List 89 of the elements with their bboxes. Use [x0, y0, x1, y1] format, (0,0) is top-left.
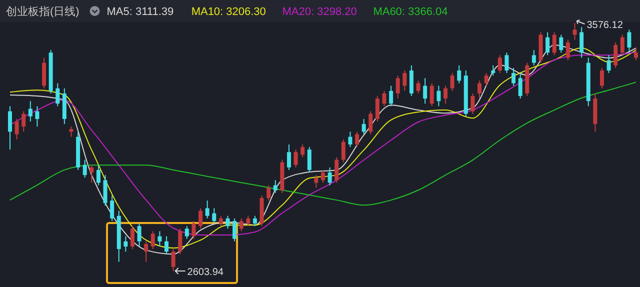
candlestick: [491, 64, 496, 76]
candlestick: [294, 149, 298, 168]
candlestick: [341, 138, 346, 163]
candlestick: [409, 64, 414, 96]
candlestick: [252, 215, 257, 227]
candlestick: [90, 164, 94, 184]
candlestick: [239, 218, 244, 232]
candlestick: [627, 29, 632, 54]
candlestick: [8, 106, 12, 150]
candlestick: [572, 22, 577, 40]
candlestick: [286, 144, 291, 170]
candlestick: [103, 174, 108, 206]
candlestick: [110, 194, 114, 222]
candlestick: [368, 110, 373, 135]
candlestick: [382, 90, 386, 107]
candlestick: [580, 26, 584, 58]
candlestick: [205, 200, 210, 219]
candlestick: [546, 32, 550, 56]
candlestick: [246, 215, 250, 227]
candlestick: [362, 118, 366, 135]
candlestick: [232, 218, 237, 242]
candlestick: [137, 223, 142, 247]
candlestick: [82, 159, 87, 178]
candlestick: [198, 208, 203, 230]
candlestick: [124, 236, 128, 252]
text: MA5: 3111.39: [106, 6, 174, 18]
candlestick: [96, 164, 100, 186]
text: MA60: 3366.04: [373, 6, 448, 18]
candlestick: [498, 54, 502, 74]
candlestick: [69, 126, 74, 138]
candlestick: [484, 72, 488, 86]
candlestick: [35, 106, 40, 128]
candlestick: [218, 215, 223, 227]
candlestick: [512, 67, 516, 86]
candlestick: [164, 236, 168, 255]
candlestick: [130, 226, 134, 250]
candlestick: [375, 95, 380, 122]
candlestick: [226, 215, 230, 230]
candlestick: [396, 75, 400, 100]
candlestick: [355, 131, 360, 148]
candlestick: [504, 52, 509, 74]
text: MA20: 3298.20: [282, 6, 357, 18]
candlestick: [28, 100, 32, 122]
candlestick: [634, 47, 638, 61]
annotation: 3576.12: [586, 20, 624, 31]
candlestick: [184, 226, 189, 240]
candlestick: [436, 85, 441, 107]
annotation: 2603.94: [187, 267, 224, 278]
candlestick: [402, 70, 407, 92]
candlestick: [518, 72, 522, 100]
candlestick: [321, 169, 325, 184]
candlestick: [532, 50, 536, 66]
candlestick: [559, 34, 564, 54]
candlestick: [171, 248, 176, 272]
candlestick: [192, 220, 196, 240]
candlestick: [42, 57, 46, 89]
candlestick: [348, 131, 352, 148]
candlestick: [158, 230, 162, 247]
candlestick: [328, 166, 332, 186]
candlestick: [478, 80, 482, 100]
candlestick: [443, 85, 448, 104]
candlestick: [620, 34, 624, 56]
candlestick: [566, 39, 570, 61]
candlestick: [273, 180, 278, 194]
candlestick: [266, 184, 271, 202]
chart-title: 创业板指(日线): [6, 5, 80, 18]
candlestick: [389, 85, 394, 107]
text: MA10: 3206.30: [191, 6, 266, 18]
candlestick: [606, 54, 611, 74]
candlestick: [457, 64, 462, 84]
candlestick: [178, 228, 182, 255]
candlestick: [600, 67, 604, 89]
candlestick: [430, 82, 434, 107]
candlestick: [334, 156, 339, 184]
candlestick: [416, 80, 420, 94]
candlestick: [150, 230, 155, 250]
candlestick: [614, 42, 618, 68]
candlestick: [56, 82, 60, 107]
candlestick: [314, 174, 318, 188]
candlestick: [212, 208, 216, 224]
candlestick: [14, 118, 19, 140]
candlestick: [144, 240, 148, 262]
candlestick: [552, 32, 556, 56]
candlestick: [307, 146, 312, 174]
candlestick: [450, 72, 454, 92]
candlestick: [22, 110, 26, 132]
candlestick: [300, 144, 305, 158]
candlestick: [423, 78, 428, 104]
candlestick: [470, 92, 475, 114]
